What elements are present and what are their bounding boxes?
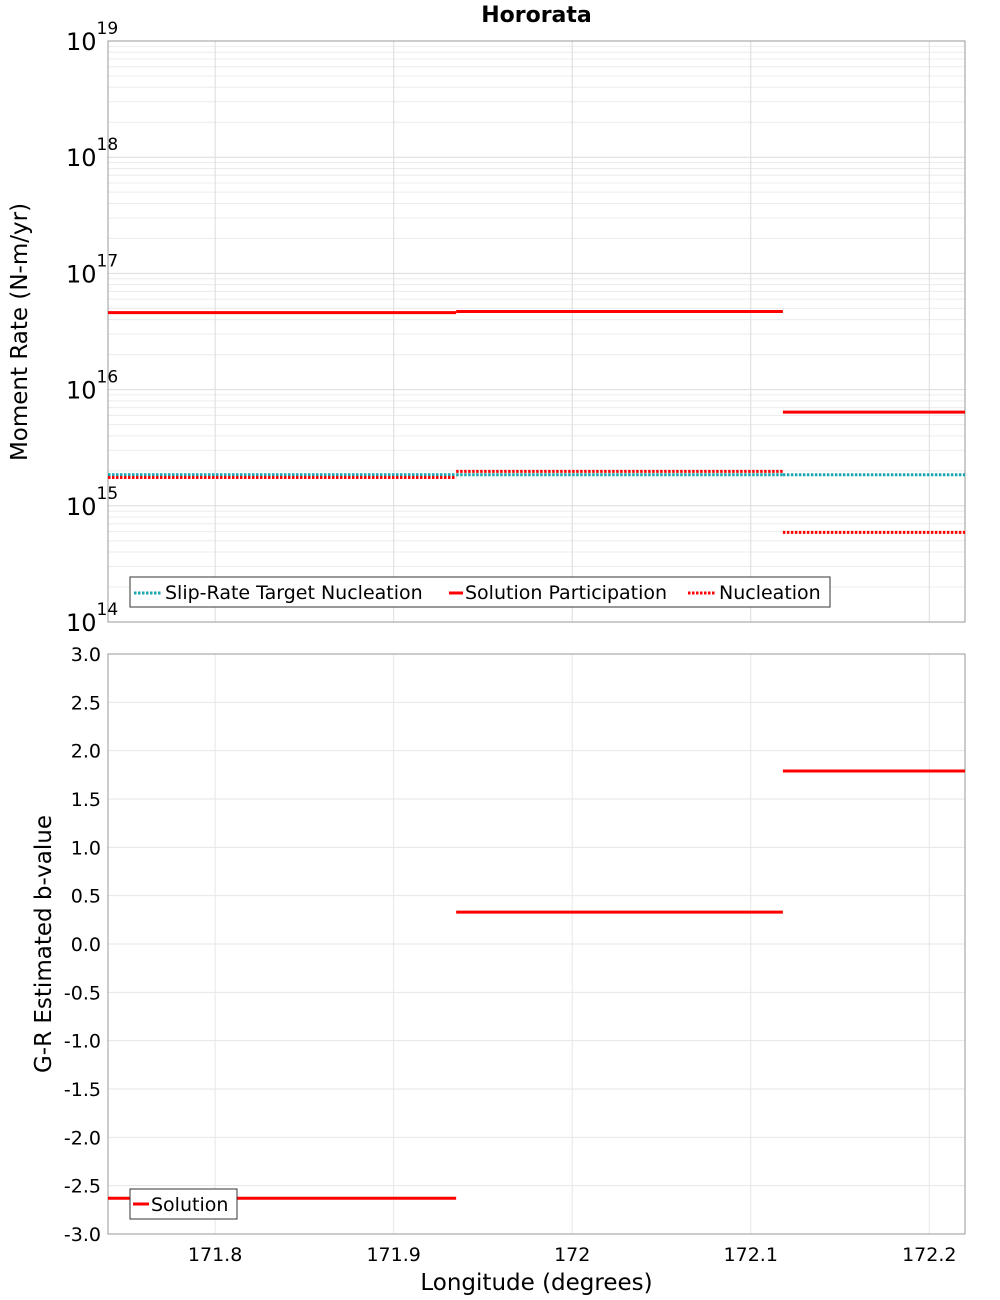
chart-title: Hororata <box>481 3 592 28</box>
top-legend-label-1: Solution Participation <box>465 582 667 604</box>
bottom-y-tick-label-5: 0.5 <box>71 886 101 908</box>
top-legend-label-0: Slip-Rate Target Nucleation <box>165 582 423 604</box>
top-y-tick-label-1: 1018 <box>66 135 118 172</box>
bottom-y-tick-label-7: -0.5 <box>64 982 101 1004</box>
bottom-legend-label-0: Solution <box>151 1194 228 1216</box>
top-y-tick-label-0: 1019 <box>66 19 118 56</box>
bottom-plot-frame <box>107 653 966 1235</box>
bottom-y-tick-label-3: 1.5 <box>71 789 101 811</box>
bottom-y-tick-label-9: -1.5 <box>64 1079 101 1101</box>
bottom-y-tick-label-2: 2.0 <box>71 741 101 763</box>
bottom-y-tick-label-8: -1.0 <box>64 1031 101 1053</box>
x-axis-label: Longitude (degrees) <box>420 1270 652 1296</box>
top-y-tick-label-5: 1014 <box>66 600 118 637</box>
bottom-y-tick-label-4: 1.0 <box>71 837 101 859</box>
x-tick-label-4: 172.2 <box>902 1244 956 1266</box>
top-y-axis-label: Moment Rate (N-m/yr) <box>7 203 33 461</box>
bottom-y-tick-label-10: -2.0 <box>64 1127 101 1149</box>
bottom-y-tick-label-6: 0.0 <box>71 934 101 956</box>
top-plot-frame <box>107 40 966 623</box>
bottom-y-axis-label: G-R Estimated b-value <box>31 815 57 1073</box>
bottom-y-tick-label-12: -3.0 <box>64 1224 101 1246</box>
top-y-tick-label-3: 1016 <box>66 368 118 405</box>
bottom-y-tick-label-0: 3.0 <box>71 644 101 666</box>
top-legend-label-2: Nucleation <box>719 582 821 604</box>
top-y-tick-label-4: 1015 <box>66 484 118 521</box>
top-y-tick-label-2: 1017 <box>66 251 118 288</box>
bottom-y-tick-label-11: -2.5 <box>64 1176 101 1198</box>
x-tick-label-1: 171.9 <box>366 1244 420 1266</box>
x-tick-label-3: 172.1 <box>724 1244 778 1266</box>
bottom-y-tick-label-1: 2.5 <box>71 692 101 714</box>
x-tick-label-0: 171.8 <box>188 1244 242 1266</box>
x-tick-label-2: 172 <box>554 1244 590 1266</box>
